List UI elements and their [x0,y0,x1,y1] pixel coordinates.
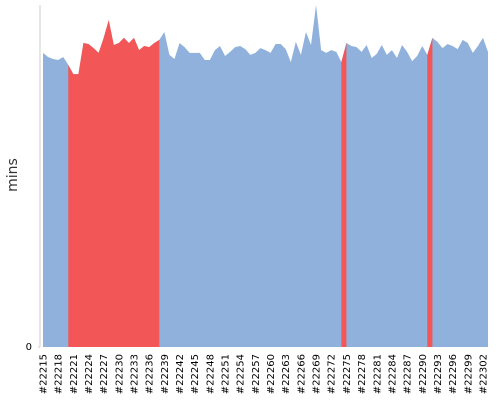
x-tick-label: #22284 [387,354,398,394]
x-tick-label: #22233 [130,354,141,394]
x-tick-label: #22290 [418,354,429,394]
area [68,20,433,347]
x-tick-label: #22272 [327,354,338,394]
x-tick-label: #22248 [205,354,216,394]
x-tick-label: #22242 [175,354,186,394]
x-tick-label: #22269 [312,354,323,394]
x-tick-label: #22266 [296,354,307,394]
x-tick-label: #22227 [99,354,110,394]
x-tick-label: #22239 [160,354,171,394]
x-tick-label: #22263 [281,354,292,394]
x-tick-label: #22245 [190,354,201,394]
x-tick-label: #22260 [266,354,277,394]
x-tick-label: #22254 [236,354,247,394]
x-tick-label: #22278 [357,354,368,394]
x-tick-label: #22218 [54,354,65,394]
x-tick-label: #22281 [372,354,383,394]
y-tick-label: 0 [26,342,32,353]
x-tick-label: #22302 [478,354,489,394]
y-axis-title: mins [5,158,21,192]
x-tick-label: #22293 [433,354,444,394]
x-tick-label: #22215 [39,354,50,394]
x-tick-label: #22230 [114,354,125,394]
x-tick-label: #22236 [145,354,156,394]
x-tick-label: #22299 [463,354,474,394]
x-tick-label: #22224 [84,354,95,394]
x-tick-label: #22251 [221,354,232,394]
x-tick-label: #22221 [69,354,80,394]
x-tick-label: #22296 [448,354,459,394]
x-tick-label: #22287 [403,354,414,394]
x-tick-label: #22257 [251,354,262,394]
x-tick-label: #22275 [342,354,353,394]
